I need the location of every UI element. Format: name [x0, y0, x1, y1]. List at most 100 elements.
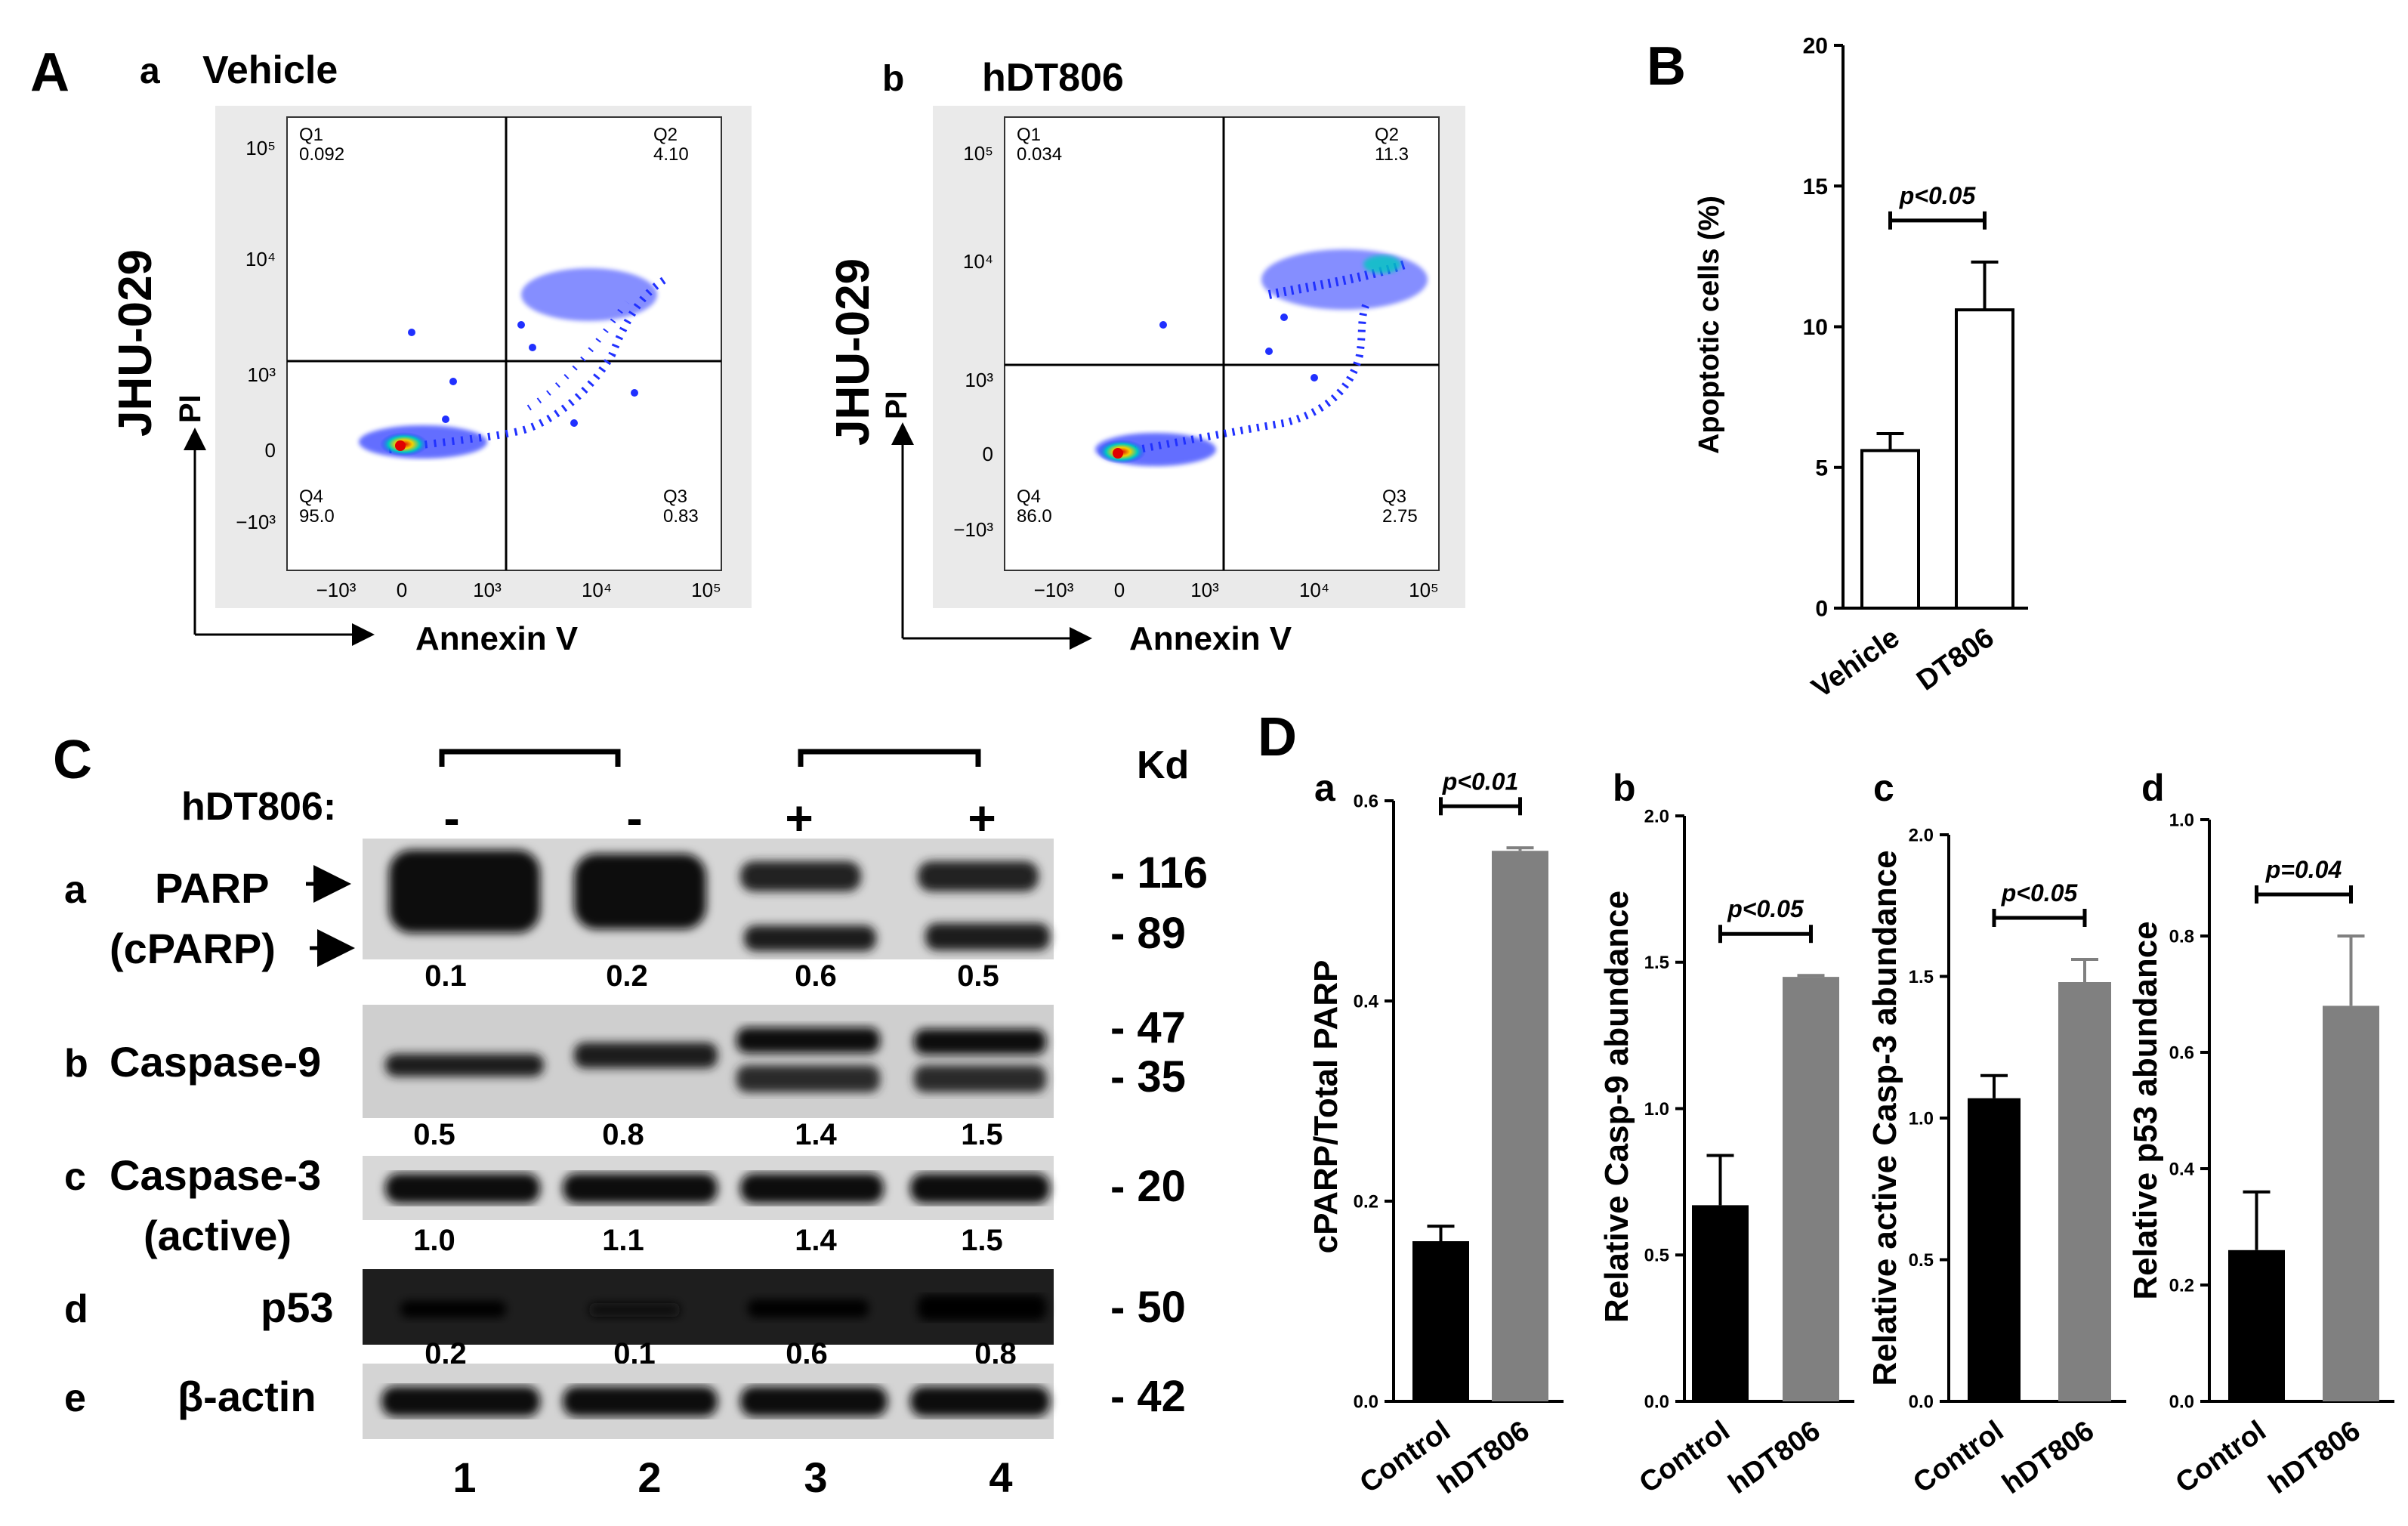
y-tick-label: 20	[1803, 34, 1828, 59]
y-tick-label: 10³	[965, 369, 993, 391]
y-axis-label: Relative p53 abundance	[2127, 921, 2164, 1299]
x-tick-label: 0	[1114, 579, 1125, 601]
y-tick-label: 1.0	[1909, 1108, 1934, 1129]
cell-line-label: JHU-029	[110, 249, 162, 437]
y-tick-label: 1.0	[1644, 1099, 1669, 1120]
blot-row-letter: b	[64, 1042, 88, 1086]
bar	[1492, 851, 1548, 1401]
group-bracket	[798, 749, 981, 767]
blot-protein-label: (active)	[144, 1212, 292, 1259]
blot-protein-label: Caspase-3	[110, 1151, 321, 1199]
treatment-sign: +	[785, 791, 813, 845]
quadrant-name-q2: Q2	[653, 125, 678, 145]
y-tick-labels: 10⁵ 10⁴ 10³ 0 −10³	[953, 142, 993, 541]
kd-marker: - 35	[1110, 1052, 1186, 1101]
treatment-sign: -	[626, 791, 642, 845]
flow-plot-area	[1004, 116, 1440, 571]
y-tick-label: 10³	[247, 363, 276, 386]
bar	[2058, 982, 2111, 1401]
bar	[1968, 1098, 2021, 1401]
y-tick-label: 10	[1803, 315, 1828, 340]
y-axis-label: cPARP/Total PARP	[1307, 960, 1344, 1254]
y-tick-label: 15	[1803, 175, 1828, 199]
x-tick-label: −10³	[316, 579, 357, 601]
band-value: 0.5	[413, 1118, 455, 1151]
y-tick-label: −10³	[953, 518, 993, 541]
panel-label-D: D	[1258, 707, 1297, 768]
category-label: hDT806	[1723, 1415, 1826, 1500]
y-tick-label: 0.2	[2169, 1275, 2194, 1296]
x-tick-labels: −10³ 0 10³ 10⁴ 10⁵	[316, 579, 721, 601]
category-label: Control	[1634, 1415, 1736, 1500]
treatment-sign: -	[443, 791, 459, 845]
y-tick-label: 1.0	[2169, 810, 2194, 830]
y-tick-label: 1.5	[1644, 953, 1669, 973]
blot-protein-label: p53	[261, 1284, 334, 1331]
band-value: 0.5	[957, 959, 999, 993]
band-value: 0.6	[795, 959, 837, 993]
flow-title: Vehicle	[202, 48, 338, 92]
p-value-annotation: p<0.05	[1727, 895, 1804, 922]
y-tick-label: 0.4	[2169, 1159, 2195, 1179]
x-axis-label: Annexin V	[1129, 620, 1292, 657]
flow-plot-hdt806: b hDT806 Q1 0.034 Q2 11.3 Q3 2.75 Q4 86.…	[827, 56, 1465, 657]
quadrant-value-q1: 0.092	[299, 144, 344, 165]
blot-row-letter: a	[64, 868, 87, 912]
quadrant-value-q2: 11.3	[1375, 144, 1409, 165]
x-tick-label: 0	[397, 579, 407, 601]
quadrant-name-q3: Q3	[663, 487, 687, 507]
x-tick-label: 10⁵	[691, 579, 721, 601]
bar	[2323, 1005, 2379, 1401]
bar	[2228, 1250, 2285, 1401]
treatment-label: hDT806:	[181, 785, 336, 829]
kd-header: Kd	[1137, 743, 1189, 787]
category-label: hDT806	[2263, 1415, 2366, 1500]
quadrant-name-q2: Q2	[1375, 125, 1399, 145]
panel-label-B: B	[1647, 36, 1686, 97]
treatment-sign: +	[968, 791, 996, 845]
quadrant-name-q1: Q1	[299, 125, 323, 145]
chart-sub-label: d	[2141, 767, 2165, 809]
y-axis-label: Relative Casp-9 abundance	[1598, 891, 1635, 1323]
y-tick-label: 0.0	[1909, 1392, 1934, 1412]
quadrant-name-q3: Q3	[1382, 487, 1406, 507]
y-tick-label: 0.5	[1644, 1246, 1669, 1266]
category-label: Control	[2170, 1415, 2272, 1500]
blot-protein-label: PARP	[155, 864, 269, 912]
band-value: 0.8	[602, 1118, 644, 1151]
y-tick-label: 5	[1815, 456, 1828, 480]
y-axis-label: Apoptotic cells (%)	[1693, 196, 1725, 454]
flow-sub-label: a	[140, 51, 160, 91]
x-tick-label: −10³	[1034, 579, 1074, 601]
category-label: Control	[1907, 1415, 2009, 1500]
band-value: 1.0	[413, 1224, 455, 1257]
chart-casp3-abundance: c 0.0 0.5 1.0 1.5 2.0 Relative active Casp-3 a…	[1866, 767, 2126, 1500]
chart-apoptotic-cells: 0 5 10 15 20 Apoptotic cells (%) Vehicle DT806 p…	[1693, 34, 2028, 705]
x-axis-label: Annexin V	[415, 620, 579, 657]
quadrant-value-q4: 86.0	[1017, 506, 1052, 527]
lane-number: 1	[452, 1453, 476, 1501]
y-tick-label: 0	[265, 439, 276, 462]
lane-number: 3	[804, 1453, 827, 1501]
quadrant-value-q3: 2.75	[1382, 506, 1418, 527]
p-value-annotation: p<0.05	[2001, 879, 2079, 907]
y-tick-label: 0.8	[2169, 926, 2194, 947]
western-blot: hDT806: - - + + Kd a PARP (cPARP) - 116 …	[64, 743, 1208, 1501]
y-tick-labels: 10⁵ 10⁴ 10³ 0 −10³	[236, 137, 276, 533]
flow-title: hDT806	[982, 56, 1124, 100]
blot-row-letter: e	[64, 1376, 86, 1420]
blot-bands	[385, 1027, 1046, 1092]
y-tick-label: 10⁴	[245, 248, 276, 270]
y-tick-label: 0	[983, 443, 993, 465]
kd-marker: - 42	[1110, 1372, 1186, 1421]
y-tick-label: 10⁵	[963, 142, 993, 165]
chart-sub-label: b	[1613, 767, 1636, 809]
bar	[1860, 449, 1920, 610]
blot-protein-label: β-actin	[178, 1373, 316, 1420]
y-tick-label: 0.5	[1909, 1250, 1934, 1271]
x-tick-label: 10⁴	[582, 579, 612, 601]
band-value: 0.2	[606, 959, 648, 993]
lane-number: 2	[638, 1453, 661, 1501]
